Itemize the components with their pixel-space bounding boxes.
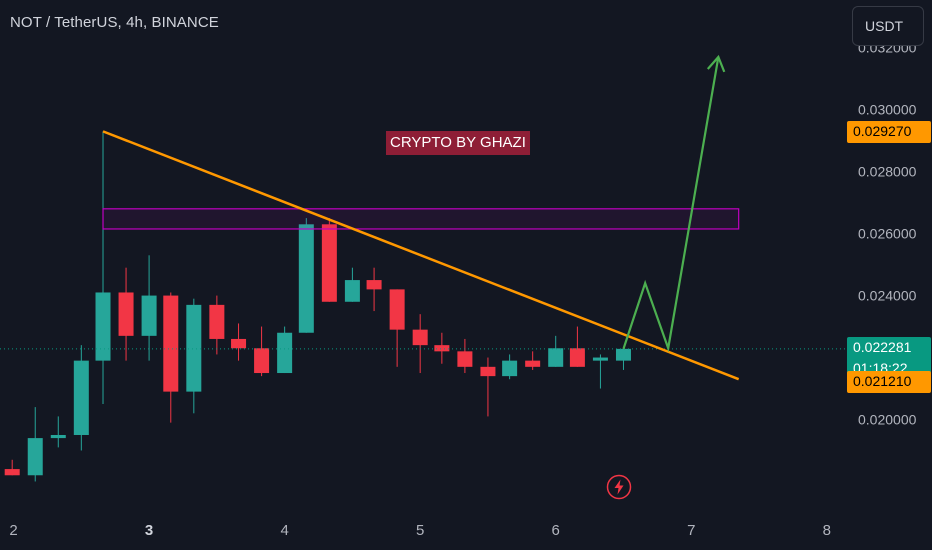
candle [548,335,564,367]
candle [186,298,202,414]
candle-body [277,332,293,374]
candle-body [163,295,179,392]
candle [321,218,337,302]
candle-body [525,360,541,367]
price-tick-label: 0.020000 [858,412,917,428]
candle [480,357,496,417]
candle-body [141,295,157,336]
support-price-label: 0.021210 [853,373,912,389]
candle [50,416,66,448]
candle-body [389,289,405,330]
candle-body [50,434,66,439]
candle-body [480,366,496,377]
time-tick-label: 8 [823,522,831,539]
candle [569,326,585,367]
candle-body [298,224,314,333]
candle-body [457,351,473,367]
candle-body [569,348,585,367]
candle-body [321,224,337,302]
candle [592,354,608,389]
currency-button[interactable]: USDT [852,6,924,46]
candle [118,267,134,361]
candle-body [366,280,382,290]
resistance-price-label: 0.029270 [853,123,912,140]
time-tick-label: 6 [552,522,560,539]
time-tick-label: 7 [687,522,695,539]
resistance-zone [102,208,740,230]
price-tick-label: 0.028000 [858,164,917,180]
candle-body [412,329,428,346]
candle [27,407,43,482]
candle [615,348,631,370]
candle-body [209,304,225,339]
support-price-tag: 0.021210 [847,371,931,393]
candle-body [592,357,608,361]
candle-body [118,292,134,336]
candle-body [548,348,564,367]
candle [344,267,360,302]
candle [231,323,247,361]
price-tick-label: 0.024000 [858,288,917,304]
drawings-layer [0,54,847,381]
candle-body [344,280,360,302]
candle-body [4,469,20,476]
candle-body [73,360,89,435]
price-axis[interactable]: 0.020000 0.024000 0.026000 0.028000 0.030000… [858,40,917,428]
candle [209,295,225,355]
candle-body [502,360,518,377]
candle [366,267,382,312]
price-tick-label: 0.030000 [858,102,917,118]
author-label: CRYPTO BY GHAZI [386,131,530,155]
candles-layer [4,131,631,482]
candle [525,351,541,370]
candle [141,255,157,361]
candle [412,314,428,374]
candle [298,218,314,333]
time-tick-label: 5 [416,522,424,539]
candle [389,289,405,367]
candle-body [254,348,270,374]
candle [73,345,89,451]
candle-body [615,348,631,361]
candle [4,459,20,476]
projection-path [622,56,720,353]
resistance-price-tag: 0.029270 [847,121,931,144]
candle [254,326,270,377]
candle [163,292,179,423]
projection-arrowhead [706,54,726,73]
candle-body [186,304,202,392]
time-tick-label: 4 [280,522,288,539]
price-tick-label: 0.026000 [858,226,917,242]
candle [434,332,450,364]
time-tick-label: 2 [9,522,17,539]
descending-trendline [102,130,740,381]
candle [457,338,473,374]
lightning-bolt-icon[interactable] [606,474,632,500]
candle [502,354,518,380]
current-price-label: 0.022281 [853,338,912,355]
candle [95,131,111,405]
time-tick-label: 3 [145,522,153,539]
candle-body [434,345,450,352]
candle [277,326,293,374]
candle-body [95,292,111,361]
symbol-title: NOT / TetherUS, 4h, BINANCE [10,14,219,31]
time-axis[interactable]: 2 3 4 5 6 7 8 [9,522,831,539]
candle-body [27,438,43,476]
candle-body [231,338,247,349]
